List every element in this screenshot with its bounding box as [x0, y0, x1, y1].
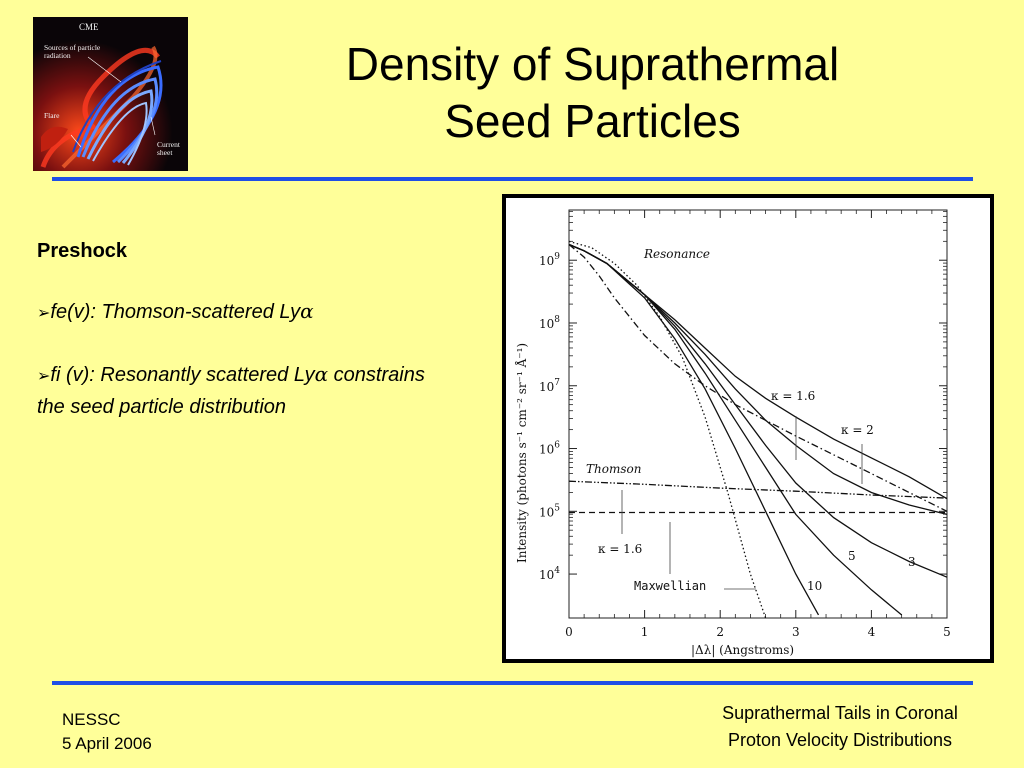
arrow-bullet-icon: ➢ [37, 368, 51, 385]
y-tick-label: 108 [539, 315, 560, 331]
y-tick-label: 104 [539, 566, 560, 582]
x-tick-label: 3 [792, 625, 800, 639]
intensity-figure: 0 1 2 3 4 5 104 105 106 107 108 109 Resonance Thoms… [502, 194, 994, 663]
footer-topic-line-1: Suprathermal Tails in Coronal [722, 703, 958, 723]
y-tick-label: 109 [539, 252, 560, 268]
bullet-thomson: ➢fe(v): Thomson-scattered Lyα [37, 296, 457, 329]
slide-title: Density of Suprathermal Seed Particles [250, 36, 935, 150]
content-text: Preshock ➢fe(v): Thomson-scattered Lyα ➢… [37, 236, 457, 452]
y-axis-label: Intensity (photons s⁻¹ cm⁻² sr⁻¹ Å⁻¹) [514, 343, 529, 563]
annotation-kappa-3: 3 [908, 555, 916, 569]
logo-sources-label-2: radiation [44, 51, 71, 60]
footer-left: NESSC 5 April 2006 [62, 708, 152, 756]
annotation-kappa-5: 5 [848, 549, 856, 563]
logo-current-label-1: Current [157, 140, 180, 149]
logo-cme-label: CME [79, 22, 99, 32]
x-axis-label: |Δλ| (Angstroms) [691, 643, 794, 657]
bullet-resonant-text: fi (v): Resonantly scattered Ly [50, 364, 315, 386]
x-tick-label: 0 [565, 625, 573, 639]
footer-topic-line-2: Proton Velocity Distributions [727, 730, 953, 750]
cme-illustration [33, 17, 188, 171]
arrow-bullet-icon: ➢ [37, 305, 51, 322]
bullet-resonant: ➢fi (v): Resonantly scattered Lyα constr… [37, 359, 457, 422]
y-tick-label: 107 [539, 378, 560, 394]
cme-logo-image: CME Sources of particle radiation Flare … [33, 17, 188, 171]
footer-right: Suprathermal Tails in Coronal Proton Vel… [660, 700, 1020, 754]
slide-title-line-2: Seed Particles [444, 95, 741, 147]
x-tick-label: 1 [641, 625, 649, 639]
alpha-symbol: α [314, 362, 329, 386]
x-tick-label: 4 [868, 625, 876, 639]
series-line-dotted [568, 240, 767, 619]
series-line-solid [568, 243, 948, 500]
logo-flare-label: Flare [44, 111, 60, 120]
series-line-solid [568, 243, 948, 578]
bullet-resonant-rest: constrains the seed particle distributio… [37, 364, 425, 418]
bottom-divider [52, 681, 973, 685]
annotation-kappa-1-6-upper: κ = 1.6 [771, 389, 815, 403]
top-divider [52, 177, 973, 181]
bullet-thomson-text: fe(v): Thomson-scattered Ly [50, 301, 301, 323]
y-tick-label: 105 [539, 503, 560, 519]
annotation-resonance: Resonance [643, 247, 710, 261]
logo-sources-label-1: Sources of particle [44, 43, 101, 52]
annotation-thomson: Thomson [586, 462, 641, 476]
slide-title-line-1: Density of Suprathermal [345, 38, 840, 90]
y-tick-label: 106 [539, 441, 560, 457]
footer-organization: NESSC [62, 710, 121, 729]
series-line-solid [568, 243, 820, 616]
logo-current-label-2: sheet [157, 148, 173, 157]
annotation-kappa-1-6-lower: κ = 1.6 [598, 542, 642, 556]
footer-date: 5 April 2006 [62, 734, 152, 753]
annotation-kappa-10: 10 [807, 579, 822, 593]
annotation-kappa-2: κ = 2 [841, 423, 874, 437]
x-tick-label: 2 [716, 625, 724, 639]
annotation-maxwellian: Maxwellian [634, 579, 706, 593]
x-tick-label: 5 [943, 625, 951, 639]
series-line-dashdotdot [568, 480, 948, 499]
alpha-symbol: α [300, 299, 314, 323]
plot-frame [568, 209, 948, 619]
preshock-heading: Preshock [37, 240, 128, 262]
